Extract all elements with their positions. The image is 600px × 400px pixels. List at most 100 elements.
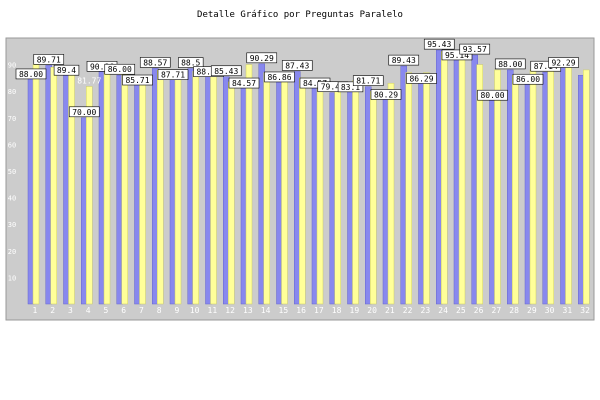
data-label: 86.00 [108, 65, 132, 74]
bar-series2 [121, 73, 128, 305]
x-tick-label: 16 [296, 306, 306, 315]
bar-series2 [32, 64, 40, 305]
data-label-box [210, 65, 242, 77]
bar-series2 [174, 73, 182, 305]
data-label-box [352, 75, 384, 86]
data-label-box [178, 57, 204, 68]
data-label-box [122, 74, 153, 86]
x-tick-label: 10 [190, 306, 200, 315]
x-tick-label: 6 [121, 306, 126, 315]
data-label: 92.29 [551, 59, 575, 68]
x-tick-label: 1 [32, 306, 37, 315]
bar-series2 [494, 69, 501, 305]
data-label-box [281, 60, 313, 71]
data-label: 89.43 [392, 56, 416, 65]
x-tick-label: 12 [225, 306, 235, 315]
x-tick-label: 19 [350, 306, 360, 315]
bar-series2 [157, 69, 164, 305]
data-label-box [548, 57, 579, 68]
data-label: 93.57 [463, 45, 487, 54]
data-label: 86.00 [516, 75, 540, 84]
data-label: 85.71 [125, 76, 149, 85]
data-label: 88.00 [19, 70, 43, 79]
x-tick-label: 31 [563, 306, 573, 315]
x-tick-label: 3 [68, 306, 73, 315]
bar-series2 [458, 53, 466, 305]
bar-series2 [476, 64, 483, 305]
bar-series2 [281, 74, 288, 305]
bar-series2 [423, 72, 430, 305]
bar-series2 [565, 64, 572, 305]
data-label: 90.29 [250, 54, 274, 63]
x-tick-label: 13 [243, 306, 253, 315]
data-label: 81.77 [77, 76, 101, 85]
data-label-box [246, 52, 278, 64]
x-tick-label: 5 [103, 306, 108, 315]
bar-series2 [86, 86, 93, 305]
data-label-box [388, 54, 420, 66]
data-label: 80.29 [374, 90, 398, 99]
y-tick-label: 30 [8, 221, 16, 229]
x-tick-label: 20 [367, 306, 377, 315]
data-label: 89.71 [37, 55, 61, 64]
bar-series2 [263, 72, 270, 305]
y-tick-label: 10 [8, 274, 16, 282]
data-label: 86.86 [267, 73, 291, 82]
bar-series2 [245, 64, 253, 305]
bar-series2 [547, 67, 554, 305]
data-label: 89.4 [57, 66, 76, 75]
data-label-box [104, 63, 136, 75]
data-label-box [370, 89, 402, 100]
x-tick-label: 7 [139, 306, 144, 315]
bar-series2 [405, 72, 412, 305]
x-tick-label: 8 [157, 306, 162, 315]
data-label-box [53, 64, 80, 76]
data-label: 87.43 [285, 61, 309, 70]
bar-series2 [352, 80, 359, 305]
y-tick-label: 20 [8, 248, 16, 256]
data-label: 88.00 [498, 60, 522, 69]
x-tick-label: 30 [545, 306, 555, 315]
data-label: 87.71 [161, 71, 185, 80]
data-label-box [512, 73, 544, 85]
x-tick-label: 29 [527, 306, 537, 315]
data-label-box [228, 77, 260, 89]
x-tick-label: 25 [456, 306, 466, 315]
chart-title: Detalle Gráfico por Preguntas Paralelo [197, 10, 403, 20]
data-label: 95.43 [427, 40, 451, 49]
x-tick-label: 24 [438, 306, 448, 315]
bar-series2 [210, 72, 217, 305]
x-tick-label: 22 [403, 306, 413, 315]
data-label-box [15, 68, 47, 80]
y-tick-label: 40 [8, 195, 16, 203]
bar-series2 [583, 69, 590, 305]
data-label: 85.43 [214, 67, 238, 76]
data-label: 86.29 [409, 74, 433, 83]
data-label: 84.57 [232, 79, 256, 88]
x-tick-label: 9 [174, 306, 179, 315]
x-tick-label: 21 [385, 306, 395, 315]
data-label-box [494, 58, 526, 70]
data-label: 87.14 [534, 62, 558, 71]
bar-series2 [334, 85, 341, 305]
y-tick-label: 50 [8, 168, 16, 176]
x-tick-label: 11 [208, 306, 218, 315]
x-tick-label: 2 [50, 306, 55, 315]
data-label: 90.86 [90, 62, 114, 71]
data-label-box [157, 69, 189, 80]
x-tick-label: 23 [421, 306, 431, 315]
data-label-box [459, 43, 491, 55]
x-tick-label: 26 [474, 306, 484, 315]
bar-series2 [50, 67, 57, 305]
data-label: 88.57 [143, 58, 167, 67]
data-label: 81.71 [356, 77, 380, 86]
data-label-box [337, 81, 364, 93]
data-label: 79.43 [321, 83, 345, 92]
data-label-box [33, 54, 65, 65]
x-tick-label: 18 [332, 306, 342, 315]
data-label: 88.86 [196, 68, 220, 77]
x-tick-label: 28 [509, 306, 519, 315]
x-tick-label: 4 [86, 306, 91, 315]
x-tick-label: 17 [314, 306, 324, 315]
data-label-box [423, 38, 455, 50]
